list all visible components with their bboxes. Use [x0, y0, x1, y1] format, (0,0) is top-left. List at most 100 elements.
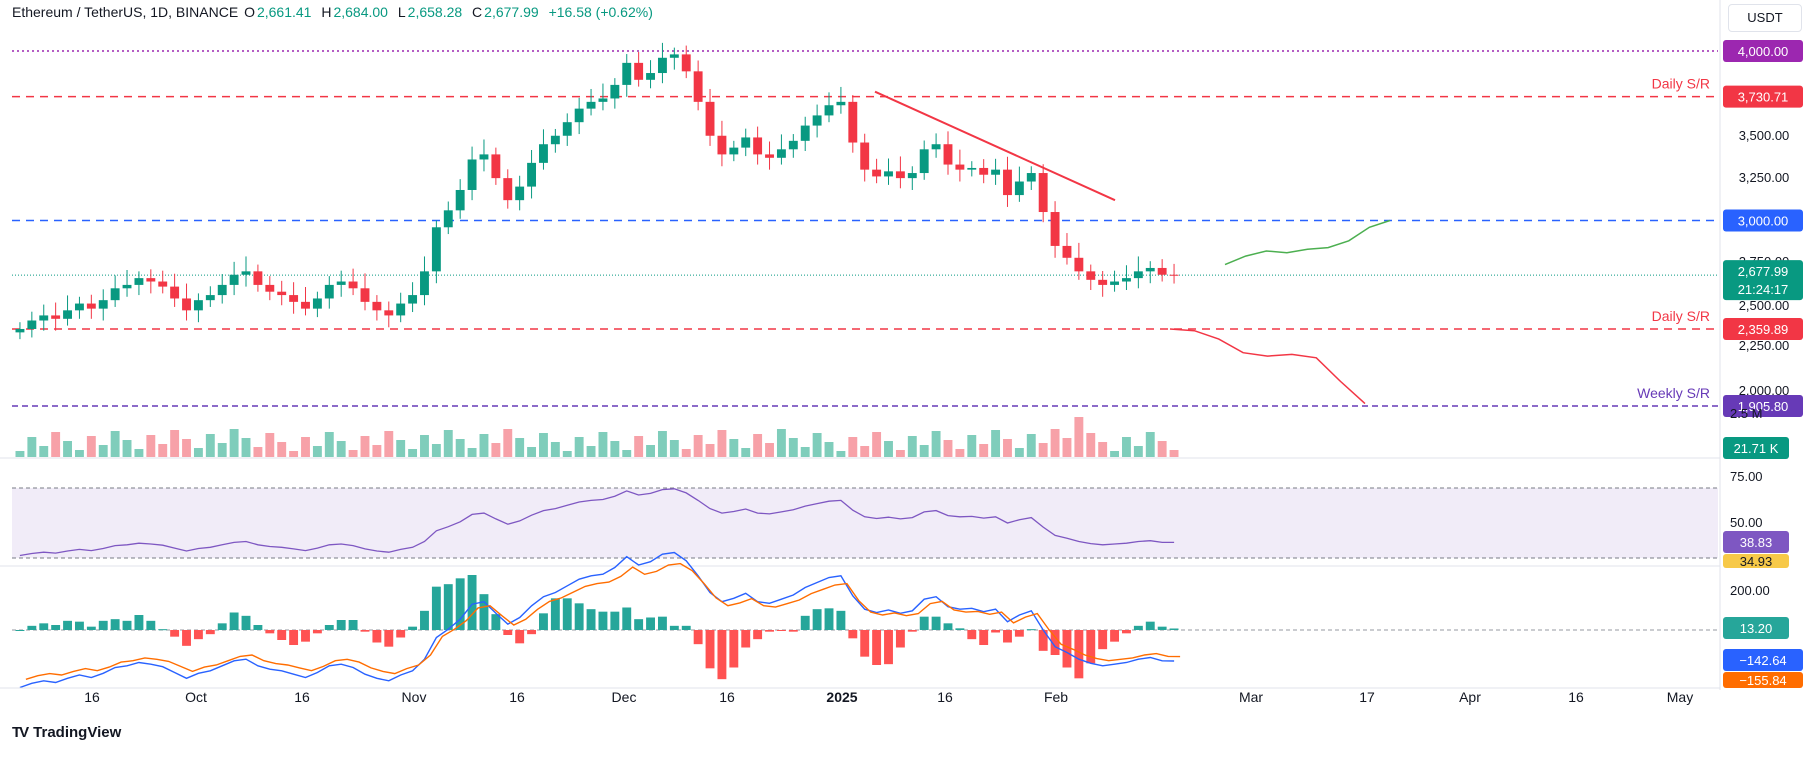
macd-histogram-bar: [610, 611, 620, 630]
volume-bar: [515, 438, 525, 457]
volume-bar: [872, 432, 882, 457]
volume-bar: [1110, 451, 1120, 457]
macd-histogram-bar: [277, 630, 287, 640]
candle-body: [562, 122, 572, 136]
volume-bar: [253, 447, 263, 457]
volume-bar: [657, 431, 667, 457]
daily-sr-lower-label: Daily S/R: [1652, 308, 1710, 324]
close-label: C: [472, 4, 483, 20]
symbol-title[interactable]: Ethereum / TetherUS, 1D, BINANCE: [12, 4, 239, 20]
time-axis[interactable]: 16 Oct 16 Nov 16 Dec 16 2025 16 Feb Mar 17 Apr 16 May: [84, 689, 1693, 705]
volume-bar: [622, 450, 632, 457]
macd-histogram-bar: [800, 615, 810, 630]
candle-body: [277, 291, 287, 296]
rsi-tick-label: 50.00: [1730, 515, 1763, 530]
macd-histogram-bar: [336, 620, 346, 630]
candle-body: [646, 73, 655, 80]
candle-body: [527, 162, 537, 187]
macd-histogram-bar: [1050, 630, 1060, 655]
macd-histogram-bar: [217, 623, 227, 630]
volume-bar: [1074, 417, 1084, 457]
daily-sr-lower-axis-tag: [1723, 317, 1803, 340]
volume-bar: [146, 435, 156, 457]
macd-histogram-bar: [860, 630, 870, 657]
last-price-tag: [1723, 260, 1803, 301]
volume-bar: [360, 436, 370, 457]
macd-histogram-bar: [1062, 630, 1072, 668]
volume-bar: [527, 447, 537, 457]
macd-histogram-bar: [634, 619, 644, 630]
macd-histogram-bar: [265, 630, 275, 634]
candle-body: [836, 101, 846, 106]
macd-histogram-bar: [27, 625, 37, 630]
candle-body: [550, 135, 560, 145]
macd-histogram-bar: [122, 620, 132, 630]
low-value: 2,658.28: [407, 4, 463, 20]
projection-paths: [1169, 219, 1391, 405]
price-tick-label: 2,000.00: [1739, 383, 1790, 398]
candle-body: [384, 310, 394, 316]
volume-bar: [455, 439, 465, 457]
candle-body: [693, 71, 703, 102]
symbol-legend[interactable]: Ethereum / TetherUS, 1D, BINANCE O 2,661.…: [12, 4, 655, 20]
volume-bar: [1098, 442, 1108, 457]
macd-histogram-bar: [967, 630, 977, 640]
high-value: 2,684.00: [333, 4, 388, 20]
weekly-sr-axis-tag: [1723, 394, 1803, 417]
time-tick-label: 16: [84, 689, 100, 705]
candle-body: [753, 137, 763, 155]
candle-body: [122, 284, 132, 289]
macd-histogram-bar: [1098, 630, 1108, 650]
macd-histogram-bar: [146, 620, 156, 630]
macd-histogram-bar: [1014, 630, 1024, 637]
price-axis[interactable]: 4,000.003,500.003,250.003,000.002,750.00…: [1719, 0, 1803, 690]
volume-bar: [1122, 437, 1131, 457]
volume-bar: [741, 448, 751, 457]
trendline[interactable]: [874, 90, 1116, 202]
macd-histogram-bar: [98, 620, 108, 630]
macd-histogram-bar: [229, 612, 239, 630]
tradingview-watermark[interactable]: TV TradingView: [12, 724, 121, 741]
candle-body: [182, 298, 191, 311]
macd-signal-tag: [1723, 672, 1803, 688]
time-tick-label: Feb: [1044, 689, 1068, 705]
macd-histogram-bar: [170, 630, 180, 637]
candle-body: [241, 271, 251, 275]
macd-histogram-bar: [408, 626, 418, 630]
currency-button[interactable]: USDT: [1728, 4, 1802, 32]
price-tick-label: 3,250.00: [1739, 170, 1790, 185]
low-label: L: [397, 4, 406, 20]
macd-histogram-bar: [1110, 630, 1120, 642]
candle-body: [205, 295, 215, 301]
candlestick-series[interactable]: [15, 42, 1179, 340]
candle-body: [979, 167, 989, 175]
macd-histogram-bar: [895, 630, 905, 648]
weekly-sr-label: Weekly S/R: [1637, 385, 1710, 401]
candle-body: [301, 301, 310, 309]
candle-body: [717, 135, 727, 155]
candle-body: [134, 278, 144, 285]
rsi-line: [19, 488, 1175, 557]
macd-histogram-bar: [39, 623, 49, 630]
support-resistance-levels: Daily S/R Daily S/R Weekly S/R: [12, 50, 1718, 407]
macd-histogram-bar: [360, 630, 370, 632]
macd-histogram-bar: [527, 630, 537, 635]
macd-histogram-bar: [205, 630, 215, 635]
volume-bar: [324, 432, 334, 457]
volume-pane: [0, 417, 1720, 459]
candle-body: [1062, 245, 1072, 258]
volume-bar: [788, 438, 798, 457]
macd-histogram-bar: [717, 630, 727, 680]
bullish-projection-path: [1224, 219, 1391, 266]
volume-bar: [646, 445, 655, 457]
candle-body: [705, 101, 715, 136]
candle-body: [491, 154, 501, 179]
macd-histogram-bar: [539, 613, 548, 630]
macd-histogram-bar: [788, 630, 798, 632]
candle-body: [598, 98, 608, 102]
rsi-band: [12, 488, 1718, 558]
macd-histogram-bar: [979, 630, 989, 645]
volume-bar: [1038, 443, 1048, 457]
candle-body: [27, 320, 37, 329]
